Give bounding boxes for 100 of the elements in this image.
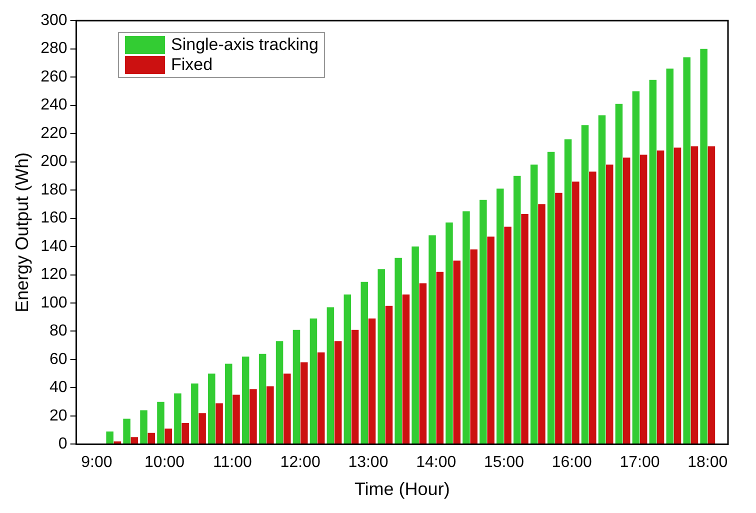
y-tick-label: 120 bbox=[40, 266, 68, 284]
x-tick-label: 9:00 bbox=[81, 454, 112, 472]
bar bbox=[622, 158, 630, 444]
legend-label: Single-axis tracking bbox=[171, 35, 318, 55]
bar bbox=[216, 403, 223, 444]
y-tick-label: 220 bbox=[40, 124, 68, 142]
bar bbox=[581, 125, 589, 444]
bar bbox=[266, 386, 274, 444]
bar bbox=[640, 154, 648, 444]
bar bbox=[317, 352, 325, 444]
bar bbox=[428, 235, 436, 444]
x-tick-label: 17:00 bbox=[620, 454, 660, 472]
bar bbox=[351, 330, 359, 444]
bar bbox=[334, 341, 342, 444]
bar bbox=[674, 148, 682, 444]
bar bbox=[419, 283, 427, 444]
y-tick-label: 140 bbox=[40, 238, 68, 255]
bar bbox=[250, 389, 257, 444]
bar bbox=[572, 182, 580, 444]
bar bbox=[232, 394, 240, 444]
bar bbox=[589, 172, 596, 444]
y-tick-label: 0 bbox=[58, 436, 68, 453]
bar bbox=[258, 354, 266, 444]
bar bbox=[615, 104, 623, 444]
bar bbox=[446, 222, 453, 444]
bar bbox=[453, 260, 461, 444]
bar bbox=[700, 48, 708, 444]
bar bbox=[666, 68, 674, 444]
y-tick-label: 40 bbox=[50, 379, 68, 396]
x-tick-label: 11:00 bbox=[213, 454, 252, 472]
bar bbox=[385, 306, 393, 444]
y-tick-label: 280 bbox=[40, 40, 68, 58]
bar bbox=[514, 176, 521, 444]
y-tick-label: 60 bbox=[50, 350, 68, 368]
bar bbox=[292, 330, 300, 444]
x-tick-label: 10:00 bbox=[144, 454, 185, 472]
y-tick-label: 20 bbox=[50, 407, 68, 424]
bar bbox=[284, 374, 291, 444]
bar bbox=[480, 200, 487, 444]
bar bbox=[683, 57, 690, 444]
bar bbox=[462, 211, 470, 444]
bar bbox=[164, 428, 172, 444]
bar bbox=[564, 139, 572, 444]
bar bbox=[690, 146, 698, 444]
x-axis-title: Time (Hour) bbox=[354, 479, 450, 500]
bar bbox=[656, 150, 664, 444]
bar bbox=[368, 318, 376, 444]
bar bbox=[436, 272, 444, 444]
y-tick-label: 300 bbox=[40, 12, 68, 30]
bar bbox=[496, 188, 504, 444]
y-tick-label: 240 bbox=[40, 96, 68, 114]
bar bbox=[402, 294, 410, 444]
bar bbox=[378, 269, 385, 444]
bar bbox=[276, 341, 284, 444]
bar bbox=[504, 226, 512, 444]
x-tick-label: 12:00 bbox=[280, 454, 320, 472]
y-axis-title: Energy Output (Wh) bbox=[12, 152, 32, 312]
y-tick-label: 260 bbox=[40, 68, 68, 86]
bar bbox=[538, 204, 546, 444]
bar bbox=[224, 364, 232, 444]
legend-label: Fixed bbox=[171, 55, 213, 75]
bar bbox=[598, 115, 606, 444]
bar bbox=[130, 437, 138, 444]
bar bbox=[530, 164, 538, 444]
bar bbox=[606, 164, 614, 444]
bar bbox=[242, 356, 250, 444]
y-tick-label: 200 bbox=[40, 153, 68, 170]
bar bbox=[487, 236, 494, 444]
bar bbox=[412, 246, 419, 444]
bar bbox=[547, 152, 555, 444]
bar bbox=[148, 432, 156, 444]
bar bbox=[182, 423, 189, 444]
bar bbox=[394, 258, 402, 444]
bar bbox=[208, 374, 216, 444]
x-tick-label: 16:00 bbox=[552, 454, 592, 472]
bar bbox=[521, 214, 528, 444]
bar bbox=[310, 318, 318, 444]
x-tick-label: 13:00 bbox=[348, 454, 388, 472]
y-tick-label: 80 bbox=[50, 322, 68, 340]
bar bbox=[140, 410, 148, 444]
y-tick-label: 100 bbox=[40, 294, 68, 312]
bar bbox=[360, 282, 368, 444]
bar bbox=[632, 91, 640, 444]
bar bbox=[708, 146, 716, 444]
bar bbox=[191, 383, 198, 444]
bar bbox=[555, 192, 562, 444]
bar bbox=[649, 80, 657, 444]
x-tick-label: 14:00 bbox=[416, 454, 456, 472]
bar bbox=[470, 249, 478, 444]
x-tick-label: 18:00 bbox=[688, 454, 728, 472]
bar bbox=[174, 393, 182, 444]
bar bbox=[157, 402, 164, 444]
bar bbox=[300, 362, 308, 444]
bar bbox=[198, 413, 206, 444]
bar bbox=[106, 431, 114, 444]
bar bbox=[326, 307, 334, 444]
x-tick-label: 15:00 bbox=[484, 454, 524, 472]
bar bbox=[123, 418, 130, 444]
y-tick-label: 180 bbox=[40, 181, 68, 198]
bar bbox=[344, 294, 352, 444]
